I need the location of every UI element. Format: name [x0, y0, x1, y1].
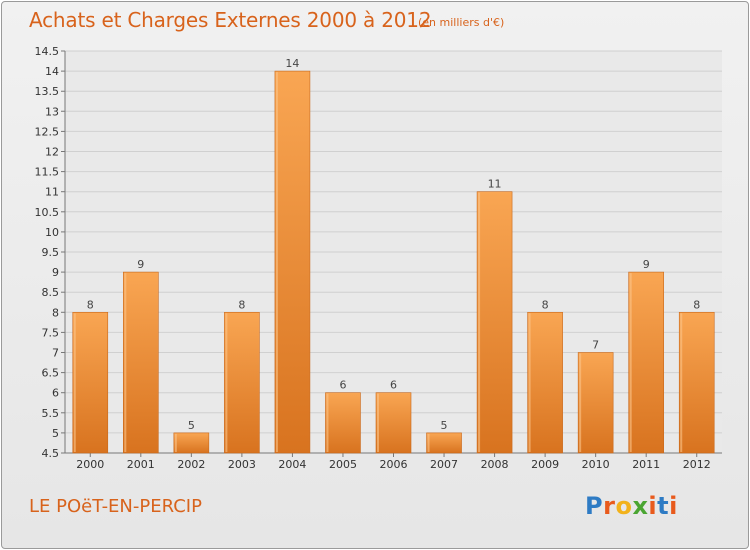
- x-tick-label: 2002: [177, 458, 205, 471]
- data-label: 6: [390, 379, 397, 392]
- x-tick-label: 2012: [683, 458, 711, 471]
- bar-highlight: [579, 353, 582, 452]
- y-tick-label: 6: [52, 387, 59, 400]
- bar-2004: [274, 70, 311, 454]
- x-tick-label: 2005: [329, 458, 357, 471]
- bar-2003: [224, 311, 260, 454]
- y-tick-label: 6.5: [42, 367, 60, 380]
- data-label: 11: [488, 178, 502, 191]
- logo-letter: t: [657, 492, 670, 520]
- y-tick-label: 10.5: [35, 206, 60, 219]
- x-tick-label: 2001: [127, 458, 155, 471]
- bar-2000: [72, 311, 109, 454]
- data-label: 6: [339, 379, 346, 392]
- bar-highlight: [275, 72, 278, 452]
- bar-highlight: [680, 313, 683, 452]
- bar-highlight: [73, 313, 76, 452]
- data-label: 14: [285, 57, 299, 70]
- bar-2005: [325, 392, 361, 454]
- data-label: 5: [441, 419, 448, 432]
- bar-highlight: [478, 192, 481, 452]
- y-tick-label: 14: [45, 65, 59, 78]
- data-label: 5: [188, 419, 195, 432]
- logo-letter: x: [632, 492, 649, 520]
- y-tick-label: 7: [52, 347, 59, 360]
- y-tick-label: 9: [52, 266, 59, 279]
- bar-2009: [527, 311, 563, 454]
- x-tick-label: 2011: [632, 458, 660, 471]
- bar-highlight: [377, 393, 379, 452]
- chart-title: Achats et Charges Externes 2000 à 2012: [29, 8, 432, 32]
- bar-2008: [476, 191, 513, 454]
- y-tick-label: 5.5: [42, 407, 60, 420]
- y-tick-label: 13.5: [35, 85, 60, 98]
- y-tick-label: 4.5: [42, 447, 60, 460]
- y-tick-label: 11: [45, 186, 59, 199]
- x-tick-label: 2006: [380, 458, 408, 471]
- bar-2012: [678, 311, 715, 454]
- y-tick-label: 12: [45, 146, 59, 159]
- bar-2010: [577, 352, 614, 454]
- bar-2011: [628, 271, 664, 454]
- y-tick-label: 5: [52, 427, 59, 440]
- commune-name: LE POëT-EN-PERCIP: [29, 496, 202, 517]
- x-tick-label: 2008: [481, 458, 509, 471]
- logo-letter: i: [669, 492, 678, 520]
- data-label: 8: [693, 298, 700, 311]
- y-tick-label: 7.5: [42, 326, 60, 339]
- bar-highlight: [225, 313, 228, 452]
- bar-highlight: [528, 313, 531, 452]
- bar-2007: [426, 432, 462, 454]
- bar-2002: [173, 432, 210, 454]
- logo-letter: r: [603, 492, 616, 520]
- data-label: 7: [592, 339, 599, 352]
- bar-highlight: [124, 273, 127, 452]
- x-tick-label: 2007: [430, 458, 458, 471]
- data-label: 8: [87, 298, 94, 311]
- y-tick-label: 13: [45, 105, 59, 118]
- data-label: 8: [238, 298, 245, 311]
- y-tick-label: 12.5: [35, 125, 60, 138]
- logo-letter: o: [615, 492, 633, 520]
- chart-subtitle: (en milliers d'€): [418, 16, 505, 29]
- logo-letter: P: [585, 492, 604, 520]
- data-label: 9: [643, 258, 650, 271]
- proxiti-logo[interactable]: Proxiti: [585, 492, 678, 520]
- x-tick-label: 2003: [228, 458, 256, 471]
- data-label: 9: [137, 258, 144, 271]
- y-tick-label: 11.5: [35, 166, 60, 179]
- bar-2001: [123, 271, 159, 454]
- y-tick-label: 8.5: [42, 286, 60, 299]
- y-tick-label: 9.5: [42, 246, 60, 259]
- x-tick-label: 2004: [278, 458, 306, 471]
- bar-highlight: [326, 393, 329, 452]
- y-tick-label: 10: [45, 226, 59, 239]
- x-tick-label: 2010: [582, 458, 610, 471]
- bar-highlight: [629, 273, 632, 452]
- bar-highlight: [427, 433, 430, 452]
- y-tick-label: 8: [52, 306, 59, 319]
- bar-2006: [375, 392, 412, 454]
- logo-letter: i: [648, 492, 658, 520]
- bar-highlight: [174, 433, 177, 452]
- data-label: 8: [542, 298, 549, 311]
- x-tick-label: 2009: [531, 458, 559, 471]
- y-tick-label: 14.5: [35, 45, 60, 58]
- x-tick-label: 2000: [76, 458, 104, 471]
